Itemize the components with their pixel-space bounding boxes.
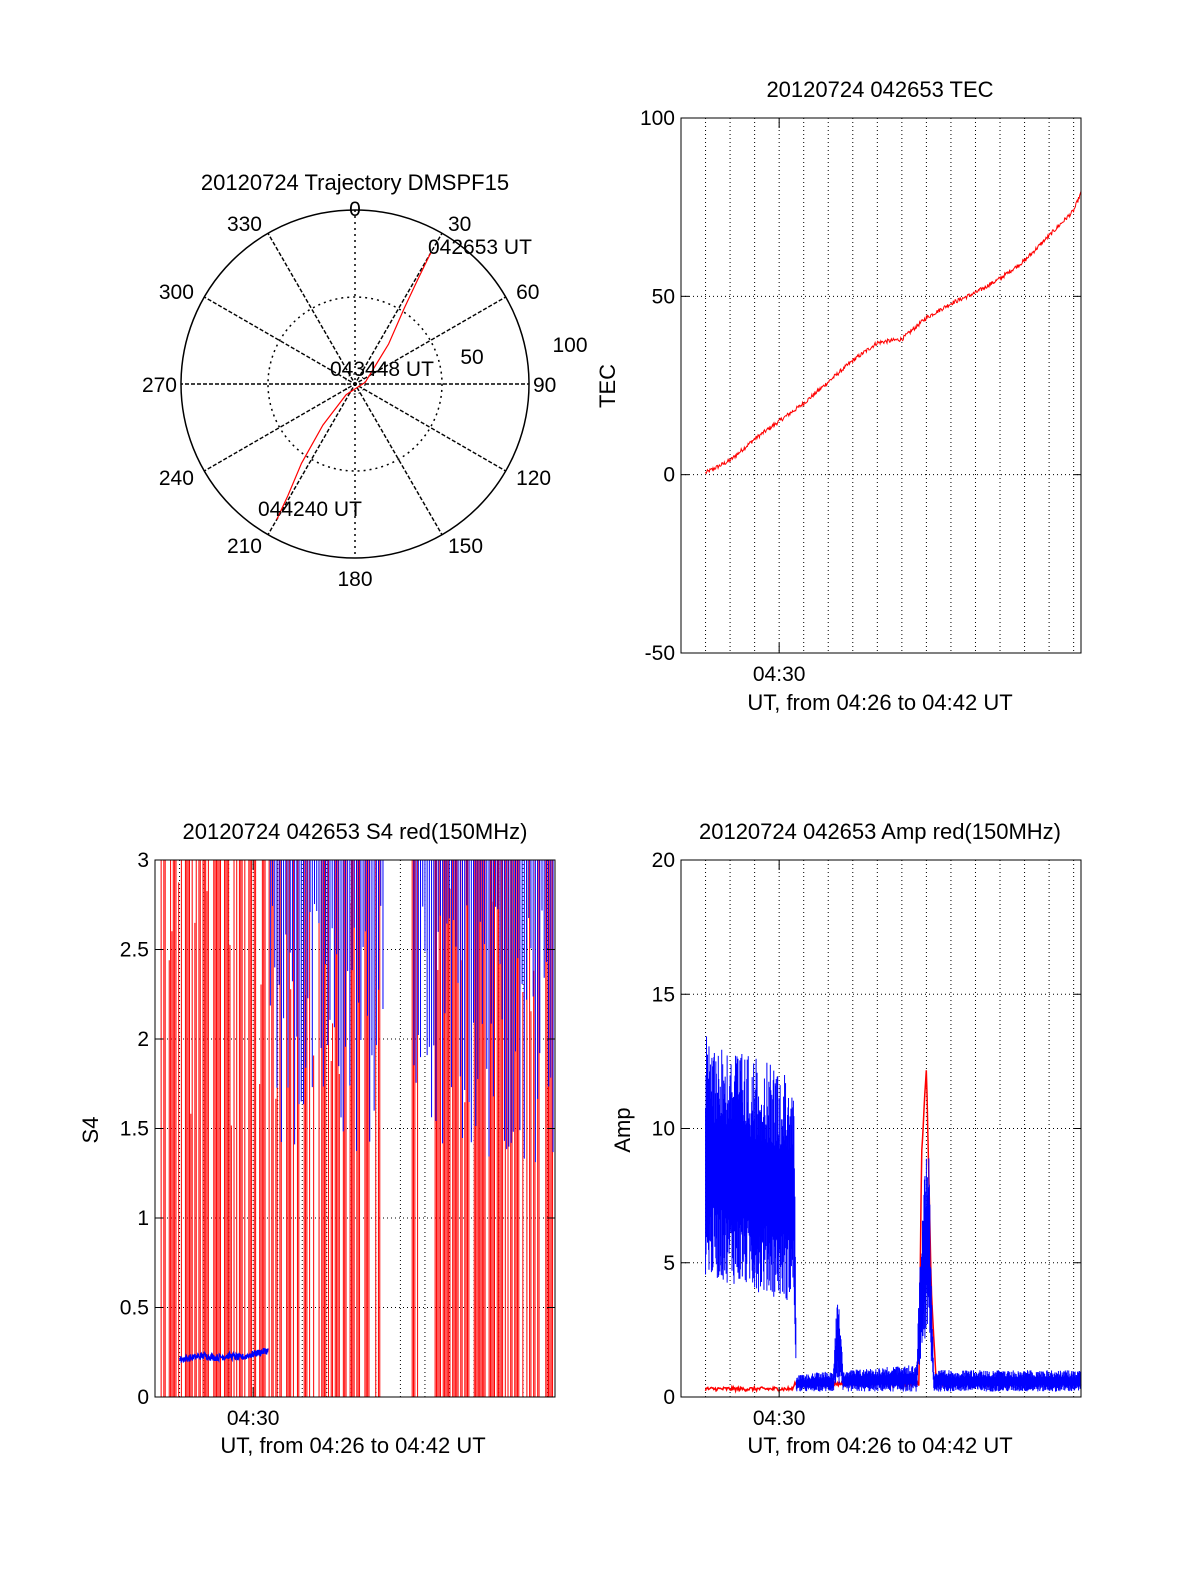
amp-ytick-label: 5	[663, 1252, 675, 1275]
ring-label-100: 100	[552, 334, 587, 357]
s4-x-tick-labels: 04:30	[227, 860, 280, 1430]
polar-series-0	[276, 252, 432, 520]
amp-x-axis-label: UT, from 04:26 to 04:42 UT	[747, 1433, 1012, 1458]
tec-series	[705, 191, 1082, 475]
tec-ytick-label: 50	[652, 285, 675, 308]
polar-trajectory-panel: 20120724 Trajectory DMSPF15 0 30 60 90 120 15…	[142, 170, 588, 591]
s4-ytick-label: 1	[137, 1207, 149, 1230]
tec-frame	[680, 117, 1082, 654]
trajectory-mid-time: 043448 UT	[330, 358, 434, 381]
amp-ytick-label: 20	[652, 849, 675, 872]
tec-ytick-label: 100	[640, 107, 675, 130]
s4-series-0	[179, 1347, 269, 1364]
amp-title: 20120724 042653 Amp red(150MHz)	[699, 819, 1061, 844]
amp-y-tick-labels: 20 15 10 5 0	[652, 849, 1081, 1409]
azimuth-label-30: 30	[448, 213, 471, 236]
tec-title: 20120724 042653 TEC	[766, 77, 993, 102]
polar-ring-50	[267, 296, 443, 472]
polar-trajectory-line	[276, 252, 432, 520]
amp-x-tick-labels: 04:30	[753, 860, 806, 1430]
s4-ytick-label: 2.5	[120, 939, 149, 962]
azimuth-label-270: 270	[142, 374, 177, 397]
tec-ytick-label: -50	[645, 642, 675, 665]
polar-title: 20120724 Trajectory DMSPF15	[201, 170, 509, 195]
s4-ytick-label: 0.5	[120, 1297, 149, 1320]
amp-xtick-label: 04:30	[753, 1407, 806, 1430]
tec-y-tick-labels: 100 50 0 -50	[640, 107, 1081, 665]
s4-xtick-label: 04:30	[227, 1407, 280, 1430]
polar-azimuth-labels: 0 30 60 90 120 150 180 210 240 270 300 330	[142, 198, 556, 591]
azimuth-label-90: 90	[533, 374, 556, 397]
azimuth-label-60: 60	[516, 281, 539, 304]
tec-panel: 20120724 042653 TEC 100 50 0 -50 04:30 UT, …	[595, 77, 1082, 715]
tec-series-0	[705, 191, 1082, 475]
s4-x-axis-label: UT, from 04:26 to 04:42 UT	[220, 1433, 485, 1458]
s4-title: 20120724 042653 S4 red(150MHz)	[183, 819, 528, 844]
s4-panel: 20120724 042653 S4 red(150MHz) 3 2.5 2 1.5 1…	[78, 819, 556, 1458]
amp-ytick-label: 15	[652, 983, 675, 1006]
azimuth-label-0: 0	[349, 198, 361, 221]
trajectory-start-time: 042653 UT	[428, 236, 532, 259]
azimuth-label-180: 180	[337, 568, 372, 591]
s4-red-and-blue-fill	[160, 860, 554, 1397]
amp-y-axis-label: Amp	[610, 1107, 635, 1152]
tec-y-axis-label: TEC	[595, 364, 620, 408]
azimuth-label-240: 240	[159, 467, 194, 490]
tec-grid	[681, 118, 1081, 653]
polar-grid	[180, 209, 530, 559]
azimuth-label-120: 120	[516, 467, 551, 490]
tec-x-axis-label: UT, from 04:26 to 04:42 UT	[747, 690, 1012, 715]
amp-panel: 20120724 042653 Amp red(150MHz) 20 15 10 5 0…	[610, 819, 1082, 1458]
amp-series	[704, 1036, 1082, 1394]
s4-y-axis-label: S4	[78, 1117, 103, 1144]
s4-y-tick-labels: 3 2.5 2 1.5 1 0.5 0	[120, 849, 555, 1409]
polar-spoke-330	[267, 232, 443, 536]
s4-ytick-label: 2	[137, 1028, 149, 1051]
azimuth-label-150: 150	[448, 535, 483, 558]
s4-ytick-label: 3	[137, 849, 149, 872]
s4-series	[179, 1347, 269, 1364]
tec-ytick-label: 0	[663, 464, 675, 487]
amp-ytick-label: 10	[652, 1118, 675, 1141]
amp-ytick-label: 0	[663, 1386, 675, 1409]
azimuth-label-330: 330	[227, 213, 262, 236]
s4-ytick-label: 0	[137, 1386, 149, 1409]
tec-x-tick-labels: 04:30	[753, 118, 806, 686]
trajectory-end-time: 044240 UT	[258, 498, 362, 521]
s4-ytick-label: 1.5	[120, 1118, 149, 1141]
ring-label-50: 50	[460, 346, 483, 369]
azimuth-label-300: 300	[159, 281, 194, 304]
tec-xtick-label: 04:30	[753, 663, 806, 686]
azimuth-label-210: 210	[227, 535, 262, 558]
